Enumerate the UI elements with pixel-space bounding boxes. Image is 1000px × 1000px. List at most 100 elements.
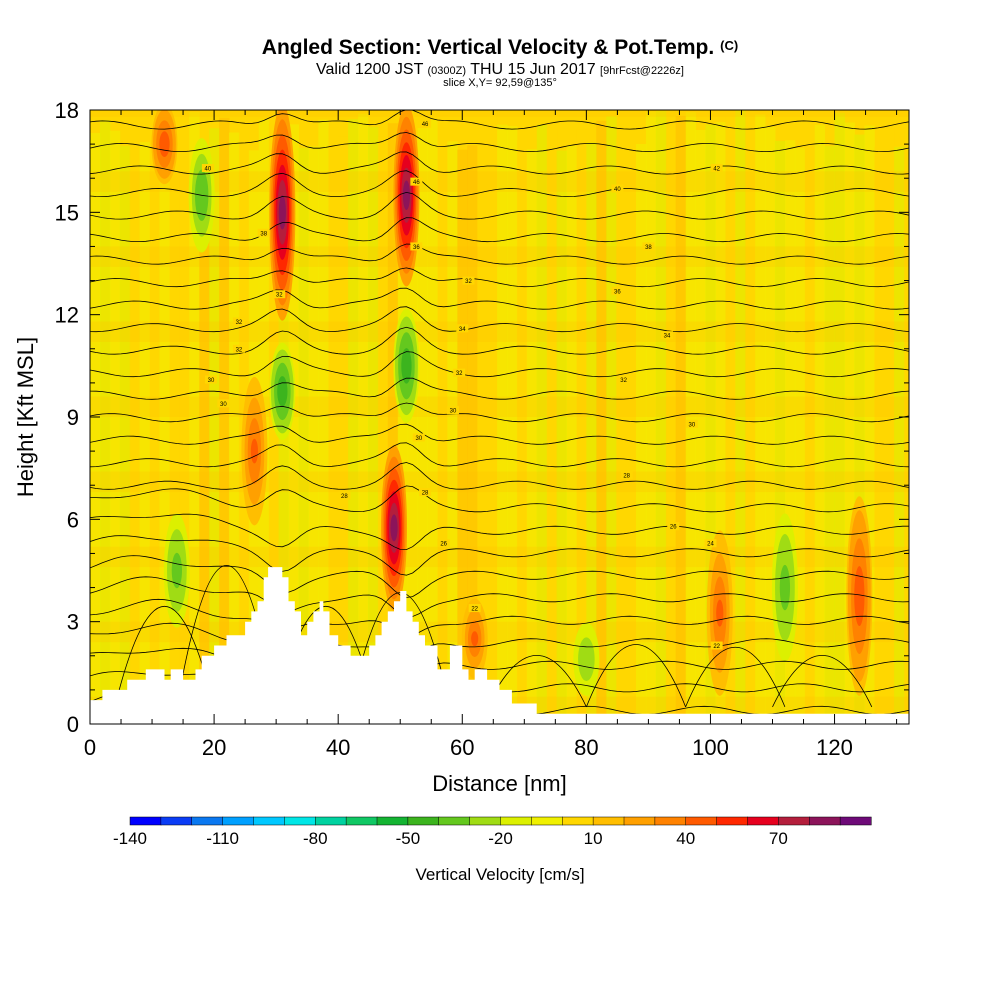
velocity-texture	[596, 120, 607, 724]
isentrope-line	[90, 110, 909, 130]
isentrope-label: 22	[471, 607, 478, 613]
velocity-texture	[209, 128, 220, 724]
colorbar-swatch	[592, 816, 625, 826]
isentrope-label: 36	[413, 245, 420, 251]
isentrope-label-bg	[611, 184, 624, 193]
isentrope-label: 40	[205, 166, 212, 172]
isentrope-label-bg	[453, 368, 466, 377]
colorbar-swatch	[839, 816, 872, 826]
colorbar-swatch	[747, 816, 779, 826]
isentrope-label-bg	[273, 290, 286, 299]
velocity-band	[90, 546, 909, 568]
isentrope-label: 30	[688, 422, 695, 428]
y-tick-label: 0	[67, 712, 79, 737]
updraft-core	[855, 580, 863, 613]
y-tick-label: 9	[67, 405, 79, 430]
velocity-texture	[695, 129, 706, 724]
velocity-texture	[765, 126, 776, 724]
colorbar-swatch	[376, 816, 409, 826]
valid-date: THU 15 Jun 2017	[470, 61, 596, 78]
velocity-texture	[526, 149, 538, 724]
velocity-texture	[497, 124, 508, 724]
velocity-texture	[506, 126, 518, 724]
isentrope-line	[90, 555, 909, 598]
velocity-texture	[467, 145, 478, 724]
isentrope-label-bg	[204, 375, 217, 384]
velocity-texture	[228, 132, 240, 724]
isentrope-line	[90, 287, 909, 310]
colorbar-swatch	[253, 816, 285, 826]
velocity-texture	[774, 140, 786, 724]
isentrope-label: 36	[614, 289, 621, 295]
isentrope-label-bg	[710, 163, 723, 172]
velocity-texture	[705, 124, 716, 724]
isentrope-label: 28	[341, 494, 348, 500]
isentrope-label: 32	[465, 279, 472, 285]
velocity-texture	[755, 114, 766, 724]
plot-content: 46 42 40 46 40 38 38 36 32 36 32 34 34 32 32 32 32 30 30 30…	[90, 110, 909, 724]
updraft-core	[402, 180, 411, 211]
isentrope-label-bg	[685, 419, 698, 428]
velocity-texture	[546, 128, 558, 724]
velocity-texture	[844, 122, 855, 724]
x-tick-label: 0	[84, 735, 96, 760]
colorbar-swatch	[685, 816, 718, 826]
colorbar-swatch	[284, 816, 316, 826]
x-tick-label: 100	[692, 735, 729, 760]
isentrope-label-bg	[642, 242, 655, 251]
velocity-texture	[169, 116, 180, 724]
colorbar-tick-label: -110	[206, 829, 239, 848]
velocity-texture	[655, 110, 667, 724]
colorbar-swatch	[222, 816, 255, 826]
colorbar-tick-label: -80	[303, 829, 328, 848]
velocity-texture	[377, 136, 389, 724]
velocity-texture	[199, 149, 210, 724]
y-tick-label: 18	[55, 98, 79, 123]
velocity-texture	[794, 148, 806, 724]
velocity-texture	[874, 147, 885, 724]
isentrope-line	[90, 535, 909, 576]
velocity-texture	[90, 132, 101, 724]
velocity-texture	[645, 111, 657, 724]
isentrope-label: 32	[236, 320, 243, 326]
updraft-core	[278, 195, 286, 230]
isentrope-label: 32	[236, 347, 243, 353]
isentrope-label: 26	[670, 525, 677, 531]
isentrope-line	[90, 306, 909, 333]
velocity-band	[90, 321, 909, 342]
isentrope-label: 24	[707, 542, 714, 548]
velocity-texture	[884, 127, 895, 724]
isentrope-label-bg	[410, 177, 423, 186]
updraft-core	[471, 631, 479, 647]
isentrope-label: 46	[422, 122, 429, 128]
x-tick-label: 60	[450, 735, 474, 760]
colorbar-swatch	[500, 816, 532, 826]
velocity-texture	[109, 130, 121, 724]
isentrope-line	[90, 442, 909, 468]
colorbar-swatch	[345, 816, 378, 826]
isentrope-label: 30	[450, 409, 457, 415]
isentrope-label-bg	[232, 344, 245, 353]
isentrope-line	[90, 513, 909, 551]
x-axis-label: Distance [nm]	[432, 771, 567, 796]
x-tick-label: 120	[816, 735, 853, 760]
y-tick-label: 6	[67, 507, 79, 532]
colorbar-swatch	[623, 816, 656, 826]
velocity-texture	[745, 113, 756, 724]
isentrope-label-bg	[661, 331, 674, 340]
updraft-core	[390, 514, 398, 542]
velocity-texture	[725, 115, 736, 724]
updraft-core	[160, 136, 169, 152]
isentrope-line	[90, 243, 909, 265]
velocity-texture	[566, 145, 577, 724]
isentrope-line	[90, 377, 909, 400]
velocity-texture	[219, 117, 230, 724]
velocity-texture	[516, 140, 528, 724]
velocity-texture	[586, 142, 597, 724]
velocity-texture	[99, 119, 111, 724]
velocity-texture	[179, 129, 190, 724]
isentrope-label: 46	[413, 180, 420, 186]
isentrope-line	[90, 191, 909, 220]
forecast-info: [9hrFcst@2226z]	[600, 65, 684, 77]
